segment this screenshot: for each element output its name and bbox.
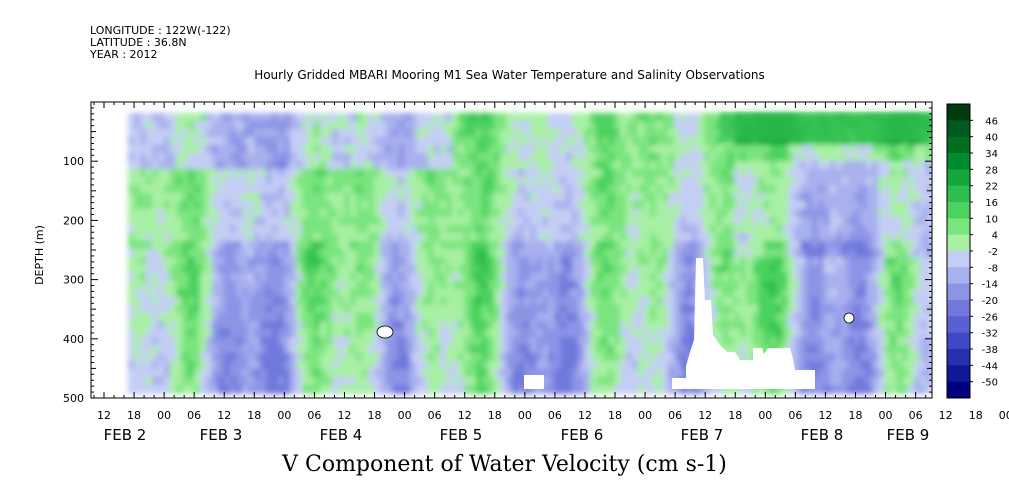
colorbar-label: -8 [988,263,998,274]
missing-data-areas [376,258,855,389]
x-hour-label: 18 [488,409,502,422]
colorbar-swatch [947,267,970,285]
y-tick-label: 100 [63,155,84,168]
colorbar-label: -50 [982,378,998,389]
y-tick-label: 500 [63,392,84,405]
x-hour-label: 00 [157,409,171,422]
missing-data-spot [376,325,394,339]
missing-data-spot [843,312,855,324]
x-day-label: FEB 3 [200,426,243,444]
x-hour-label: 00 [879,409,893,422]
colorbar-swatch [947,153,970,170]
colorbar-swatch [947,332,970,350]
x-day-label: FEB 5 [440,426,483,444]
year-label: YEAR : 2012 [90,48,158,61]
colorbar-label: -38 [982,345,998,356]
x-hour-label: 12 [217,409,231,422]
colorbar-label: -32 [982,329,998,340]
x-hour-label: 18 [247,409,261,422]
x-hour-label: 18 [728,409,742,422]
colorbar-label: -14 [982,280,998,291]
x-hour-label: 12 [458,409,472,422]
x-hour-label: 00 [758,409,772,422]
x-hour-label: 12 [97,409,111,422]
colorbar-label: -44 [982,361,998,372]
x-hour-label: 18 [849,409,863,422]
x-hour-label: 06 [548,409,562,422]
missing-data-region [524,375,544,389]
x-hour-label: 18 [127,409,141,422]
chart-title: Hourly Gridded MBARI Mooring M1 Sea Wate… [254,68,765,82]
x-hour-label: 12 [818,409,832,422]
y-tick-label: 200 [63,214,84,227]
colorbar-label: 40 [985,133,998,144]
x-hour-label: 06 [668,409,682,422]
x-hour-label: 06 [788,409,802,422]
x-hour-label: 00 [518,409,532,422]
colorbar-label: 22 [985,182,998,193]
colorbar-swatch [947,234,970,252]
x-day-label: FEB 4 [320,426,363,444]
x-hour-label: 12 [337,409,351,422]
colorbar-label: 16 [985,198,998,209]
colorbar-label: 46 [985,116,998,127]
colorbar-swatch [947,365,970,383]
colorbar-label: -26 [982,312,998,323]
colorbar-swatch [947,104,970,121]
x-hour-label: 06 [307,409,321,422]
x-hour-label: 06 [187,409,201,422]
x-hour-label: 00 [277,409,291,422]
x-axis-title: V Component of Water Velocity (cm s-1) [282,452,727,477]
colorbar-label: 4 [992,231,998,242]
missing-data-region [672,258,815,389]
colorbar-swatch [947,300,970,317]
x-day-label: FEB 7 [681,426,724,444]
x-day-label: FEB 8 [801,426,844,444]
colorbar-swatch [947,381,970,399]
x-hour-label: 18 [608,409,622,422]
x-hour-label: 18 [368,409,382,422]
y-axis-label: DEPTH (m) [33,225,46,285]
colorbar-label: -2 [988,247,998,258]
colorbar-label: 28 [985,165,998,176]
x-hour-label: 00 [638,409,652,422]
colorbar: 46 40 34 28 22 16 10 4 -2 -8 -14 -20 -26 -32 -38 -44 -50 [946,103,998,399]
colorbar-label: 10 [985,214,998,225]
colorbar-swatch [947,283,970,301]
colorbar-swatch [947,202,970,219]
x-hour-label: 18 [969,409,983,422]
colorbar-swatch [947,218,970,236]
colorbar-swatch [947,349,970,366]
colorbar-swatch [947,169,970,187]
x-hour-label: 12 [698,409,712,422]
colorbar-label: 34 [985,149,998,160]
x-hour-label: 06 [428,409,442,422]
y-axis: 100 200 300 400 500 [63,101,932,405]
x-day-label: FEB 2 [104,426,147,444]
x-hour-label: 00 [398,409,412,422]
colorbar-swatch [947,251,970,268]
latitude-label: LATITUDE : 36.8N [90,36,187,49]
colorbar-label: -20 [982,296,998,307]
x-day-label: FEB 6 [561,426,604,444]
y-tick-label: 400 [63,333,84,346]
colorbar-swatch [947,120,970,138]
colorbar-swatch [947,136,970,154]
x-hour-label: 00 [999,409,1009,422]
velocity-field [128,113,932,394]
x-hour-label: 12 [578,409,592,422]
x-hour-label: 06 [909,409,923,422]
longitude-label: LONGITUDE : 122W(-122) [90,24,231,37]
x-hour-label: 12 [939,409,953,422]
y-tick-label: 300 [63,274,84,287]
x-day-label: FEB 9 [887,426,930,444]
x-axis: 12 18 00 06 12 18 00 06 12 18 00 06 12 18 00 06 12 18 00 06… [93,102,1009,444]
colorbar-swatch [947,316,970,334]
colorbar-swatch [947,185,970,203]
